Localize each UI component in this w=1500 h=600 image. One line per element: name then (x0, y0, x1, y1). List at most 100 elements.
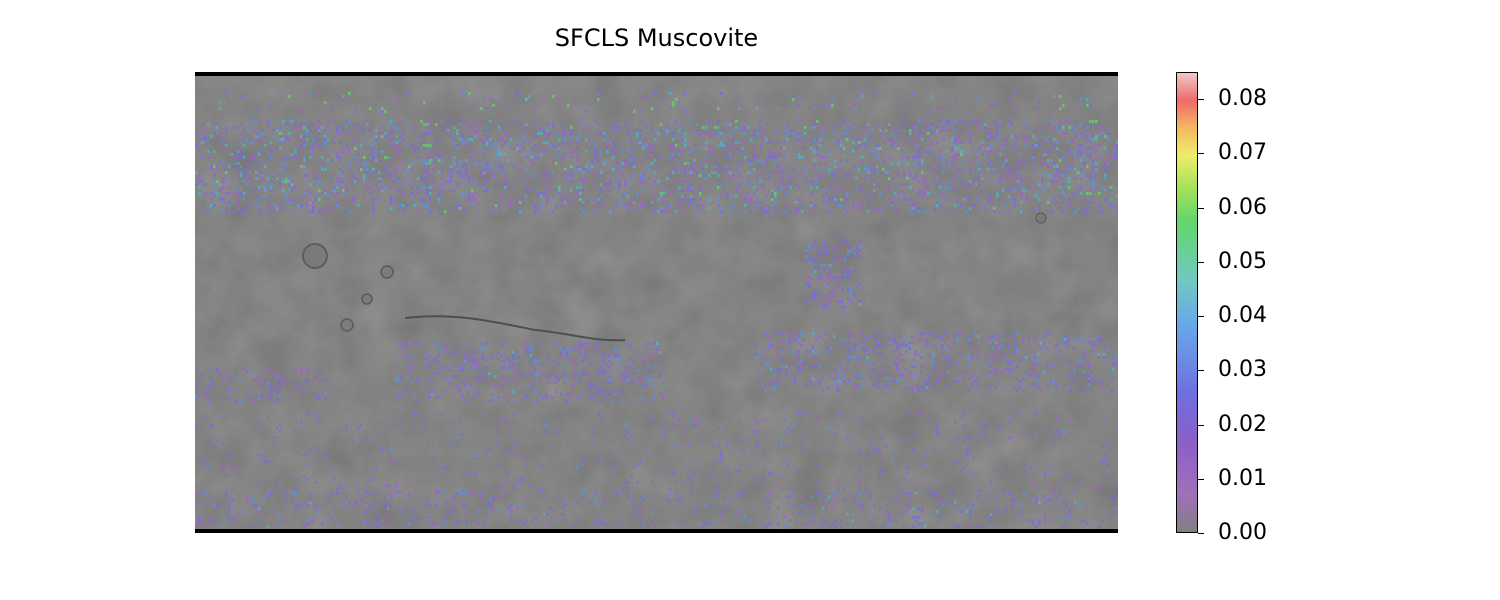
muscovite-pixel (441, 162, 444, 165)
muscovite-pixel (438, 490, 441, 493)
muscovite-pixel (881, 359, 884, 362)
muscovite-pixel (678, 180, 681, 183)
muscovite-pixel (1089, 104, 1092, 107)
muscovite-pixel (675, 498, 678, 501)
muscovite-pixel (783, 183, 786, 186)
muscovite-pixel (846, 192, 849, 195)
muscovite-pixel (1008, 98, 1011, 101)
muscovite-pixel (420, 451, 423, 454)
muscovite-pixel (303, 144, 306, 147)
muscovite-pixel (464, 354, 467, 357)
muscovite-pixel (1010, 335, 1013, 338)
muscovite-pixel (476, 351, 479, 354)
muscovite-pixel (513, 162, 516, 165)
muscovite-pixel (918, 120, 921, 123)
muscovite-pixel (687, 204, 690, 207)
muscovite-pixel (687, 147, 690, 150)
muscovite-pixel (446, 345, 449, 348)
muscovite-pixel (273, 373, 276, 376)
muscovite-pixel (440, 348, 443, 351)
muscovite-pixel (525, 463, 528, 466)
muscovite-pixel (795, 519, 798, 522)
muscovite-pixel (300, 421, 303, 424)
muscovite-pixel (1062, 132, 1065, 135)
muscovite-pixel (894, 141, 897, 144)
muscovite-pixel (921, 510, 924, 513)
muscovite-pixel (1068, 165, 1071, 168)
muscovite-pixel (429, 189, 432, 192)
muscovite-pixel (786, 186, 789, 189)
muscovite-pixel (519, 144, 522, 147)
muscovite-pixel (771, 156, 774, 159)
muscovite-pixel (515, 363, 518, 366)
muscovite-pixel (479, 378, 482, 381)
muscovite-pixel (531, 162, 534, 165)
muscovite-pixel (835, 282, 838, 285)
muscovite-pixel (735, 168, 738, 171)
muscovite-pixel (929, 332, 932, 335)
muscovite-pixel (1068, 421, 1071, 424)
muscovite-pixel (542, 396, 545, 399)
muscovite-pixel (1088, 362, 1091, 365)
muscovite-pixel (1020, 177, 1023, 180)
muscovite-pixel (855, 186, 858, 189)
muscovite-pixel (567, 126, 570, 129)
muscovite-pixel (402, 210, 405, 213)
muscovite-pixel (413, 366, 416, 369)
muscovite-pixel (1104, 177, 1107, 180)
muscovite-pixel (453, 126, 456, 129)
muscovite-pixel (783, 171, 786, 174)
muscovite-pixel (639, 204, 642, 207)
muscovite-pixel (594, 210, 597, 213)
muscovite-pixel (813, 159, 816, 162)
muscovite-pixel (878, 386, 881, 389)
muscovite-pixel (1077, 481, 1080, 484)
muscovite-pixel (624, 192, 627, 195)
muscovite-pixel (558, 189, 561, 192)
muscovite-pixel (333, 195, 336, 198)
muscovite-pixel (306, 138, 309, 141)
muscovite-pixel (690, 478, 693, 481)
muscovite-pixel (633, 110, 636, 113)
muscovite-pixel (324, 144, 327, 147)
muscovite-pixel (510, 138, 513, 141)
muscovite-pixel (966, 210, 969, 213)
muscovite-pixel (947, 350, 950, 353)
muscovite-pixel (950, 359, 953, 362)
muscovite-pixel (222, 132, 225, 135)
muscovite-pixel (960, 415, 963, 418)
muscovite-pixel (822, 507, 825, 510)
muscovite-pixel (847, 243, 850, 246)
muscovite-pixel (741, 138, 744, 141)
muscovite-pixel (315, 174, 318, 177)
muscovite-pixel (270, 388, 273, 391)
muscovite-pixel (690, 186, 693, 189)
muscovite-pixel (864, 144, 867, 147)
muscovite-pixel (735, 95, 738, 98)
muscovite-pixel (431, 393, 434, 396)
muscovite-pixel (357, 204, 360, 207)
muscovite-pixel (663, 430, 666, 433)
muscovite-pixel (240, 171, 243, 174)
muscovite-pixel (576, 168, 579, 171)
muscovite-pixel (811, 273, 814, 276)
muscovite-pixel (426, 210, 429, 213)
muscovite-pixel (561, 498, 564, 501)
muscovite-pixel (933, 132, 936, 135)
muscovite-pixel (1043, 371, 1046, 374)
muscovite-pixel (662, 396, 665, 399)
muscovite-pixel (479, 342, 482, 345)
muscovite-pixel (1019, 380, 1022, 383)
muscovite-pixel (776, 368, 779, 371)
muscovite-pixel (780, 180, 783, 183)
muscovite-pixel (927, 150, 930, 153)
muscovite-pixel (762, 207, 765, 210)
muscovite-pixel (510, 147, 513, 150)
muscovite-pixel (434, 372, 437, 375)
muscovite-pixel (944, 356, 947, 359)
muscovite-pixel (774, 132, 777, 135)
muscovite-pixel (786, 132, 789, 135)
muscovite-pixel (1008, 415, 1011, 418)
muscovite-pixel (321, 135, 324, 138)
muscovite-pixel (978, 171, 981, 174)
